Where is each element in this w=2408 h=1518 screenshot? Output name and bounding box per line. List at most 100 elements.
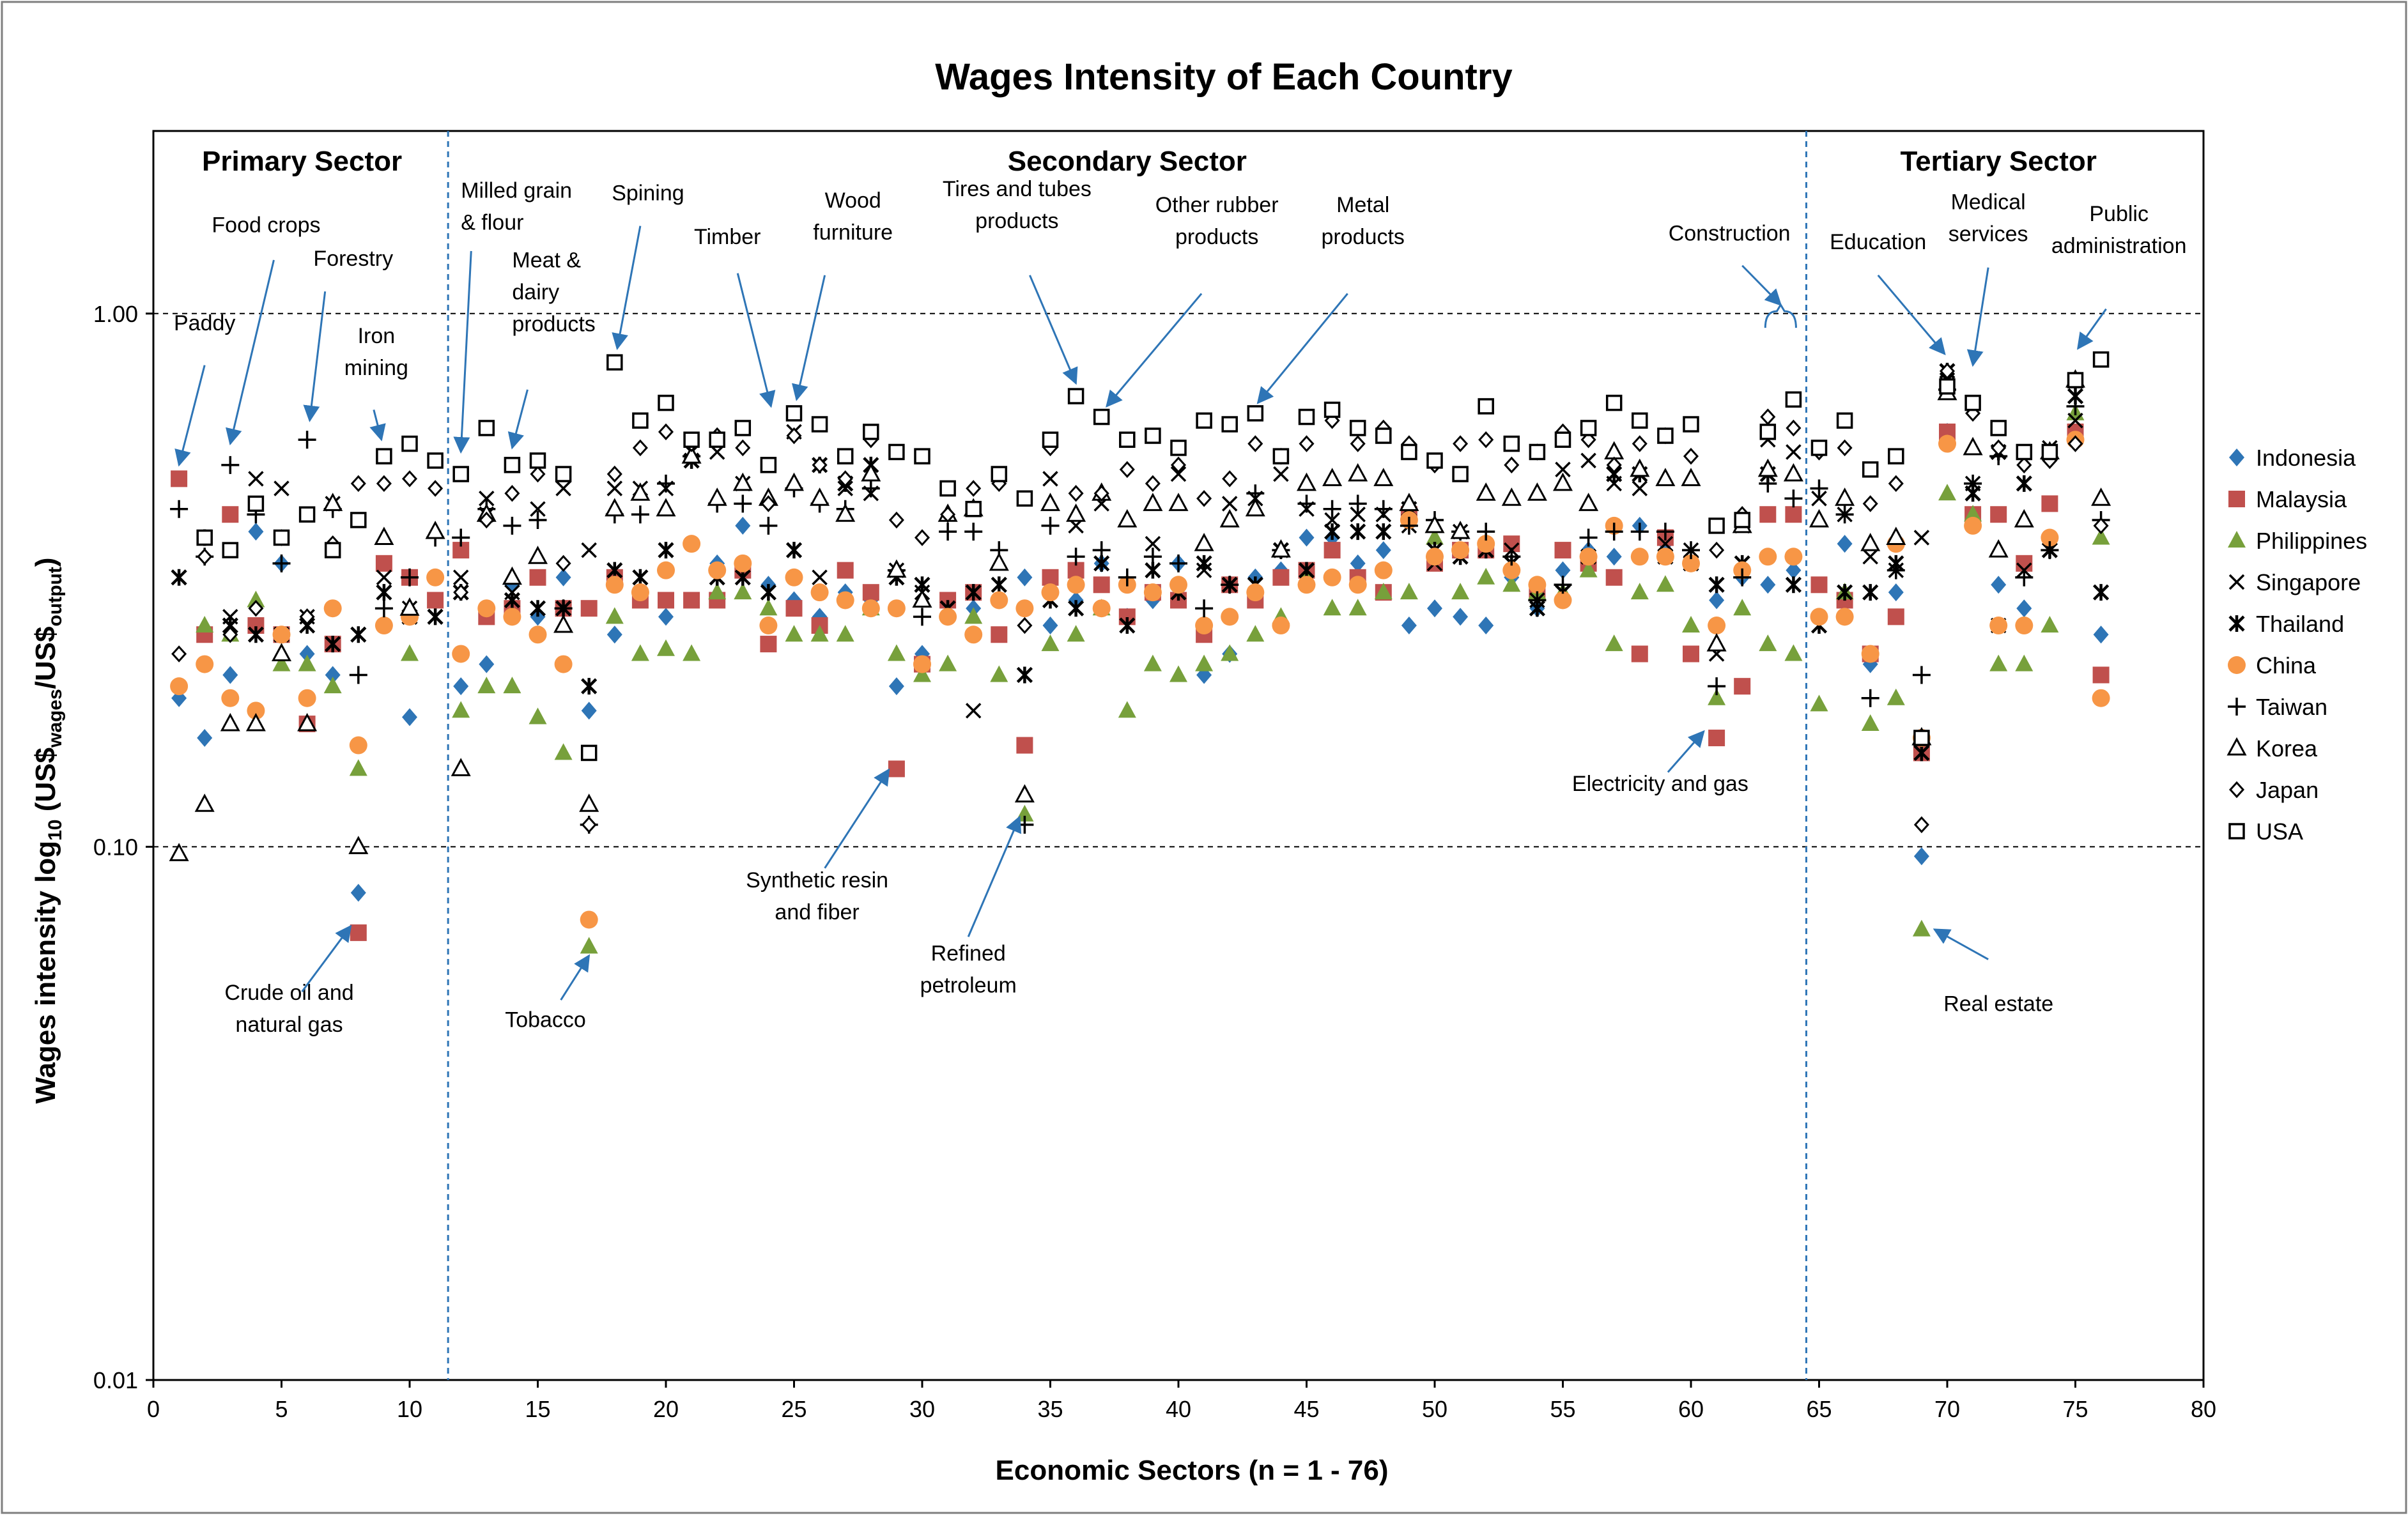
y-axis-title-prefix: Wages intensity log <box>30 841 61 1104</box>
point-taiwan-20 <box>657 474 675 493</box>
point-china-51 <box>1451 541 1470 560</box>
x-tick-label-0: 0 <box>147 1396 160 1422</box>
point-japan-23 <box>735 439 751 457</box>
annotation-arrow-crude-oil-and-natural-gas <box>301 924 352 993</box>
point-usa-35 <box>1042 431 1059 448</box>
point-malaysia-68 <box>1887 608 1904 625</box>
point-korea-76 <box>2091 487 2111 506</box>
point-singapore-26 <box>812 569 828 586</box>
point-korea-27 <box>835 503 856 522</box>
annotation-arrow-paddy <box>174 365 206 467</box>
point-japan-25 <box>786 427 802 445</box>
annotation-timber: Timber <box>694 225 761 249</box>
point-thailand-41 <box>1196 555 1212 572</box>
annotation-line-forestry-1: Forestry <box>313 247 393 271</box>
point-taiwan-6 <box>298 431 316 449</box>
point-philippines-4 <box>247 590 265 608</box>
point-usa-49 <box>1401 443 1417 461</box>
point-singapore-65 <box>1811 490 1827 507</box>
x-tick-label-55: 55 <box>1550 1396 1575 1422</box>
annotation-arrow-food-crops <box>226 259 275 446</box>
point-china-31 <box>939 608 957 626</box>
point-taiwan-41 <box>1195 599 1214 618</box>
annotation-electricity-and-gas: Electricity and gas <box>1572 772 1748 796</box>
point-malaysia-15 <box>529 569 546 586</box>
point-korea-73 <box>2014 509 2034 528</box>
point-usa-75 <box>2067 372 2084 388</box>
point-japan-12 <box>453 583 469 601</box>
point-usa-31 <box>939 480 956 497</box>
point-usa-5 <box>273 529 290 546</box>
point-indonesia-23 <box>735 516 751 535</box>
point-china-60 <box>1682 554 1700 572</box>
point-indonesia-69 <box>1913 847 1929 866</box>
annotation-education: Education <box>1830 230 1926 254</box>
legend-marker-malaysia <box>2228 491 2245 507</box>
point-china-22 <box>708 561 727 579</box>
point-china-65 <box>1810 608 1828 626</box>
point-japan-38 <box>1119 461 1135 479</box>
annotation-line-metal-products-2: products <box>1322 225 1405 249</box>
y-axis-title-suffix: ) <box>30 558 61 567</box>
x-tick-label-35: 35 <box>1037 1396 1063 1422</box>
point-philippines-7 <box>323 677 342 694</box>
point-japan-51 <box>1453 435 1469 452</box>
annotation-metal-products: Metal products <box>1322 193 1405 249</box>
point-philippines-61 <box>1708 688 1726 705</box>
point-philippines-49 <box>1400 583 1418 600</box>
annotation-line-iron-mining-1: Iron <box>358 324 396 348</box>
point-philippines-26 <box>810 625 829 642</box>
point-indonesia-16 <box>555 568 571 586</box>
point-philippines-71 <box>1964 505 1982 522</box>
point-malaysia-27 <box>837 562 854 579</box>
annotation-milled-grain-flour: Milled grain & flour <box>461 178 572 234</box>
point-taiwan-57 <box>1605 523 1623 541</box>
point-china-35 <box>1041 583 1060 602</box>
legend-item-singapore: Singapore <box>2228 569 2361 595</box>
point-japan-9 <box>376 475 392 493</box>
point-korea-42 <box>1219 509 1240 528</box>
point-korea-25 <box>783 472 805 491</box>
point-singapore-44 <box>1273 466 1289 482</box>
point-usa-8 <box>350 512 367 528</box>
point-taiwan-12 <box>452 528 470 547</box>
annotation-line-paddy-1: Paddy <box>174 311 235 335</box>
point-korea-6 <box>297 712 318 732</box>
point-korea-5 <box>271 643 292 661</box>
point-usa-3 <box>222 542 239 558</box>
point-philippines-63 <box>1759 634 1777 652</box>
point-china-18 <box>605 576 624 594</box>
annotation-arrow-forestry <box>303 291 327 422</box>
point-malaysia-46 <box>1324 542 1341 559</box>
point-usa-76 <box>2092 351 2110 368</box>
point-korea-54 <box>1527 482 1547 501</box>
point-japan-32 <box>966 480 982 497</box>
x-tick-label-30: 30 <box>909 1396 935 1422</box>
point-malaysia-33 <box>991 626 1008 643</box>
point-philippines-51 <box>1451 583 1470 600</box>
point-philippines-67 <box>1861 714 1879 732</box>
point-indonesia-3 <box>222 666 238 684</box>
legend-marker-china <box>2228 656 2246 674</box>
point-china-73 <box>2015 617 2034 635</box>
point-korea-64 <box>1783 463 1803 482</box>
point-korea-19 <box>630 482 651 501</box>
point-malaysia-9 <box>375 555 392 572</box>
annotation-paddy: Paddy <box>174 311 235 335</box>
legend-label-indonesia: Indonesia <box>2256 445 2356 471</box>
point-korea-17 <box>579 793 599 812</box>
point-malaysia-55 <box>1554 542 1571 559</box>
point-korea-8 <box>348 836 369 854</box>
point-china-43 <box>1246 583 1265 602</box>
point-korea-67 <box>1860 533 1881 551</box>
annotation-line-tires-and-tubes-products-2: products <box>975 209 1058 233</box>
annotation-line-medical-services-1: Medical <box>1951 190 2026 214</box>
point-usa-6 <box>298 506 316 523</box>
point-korea-68 <box>1886 526 1906 546</box>
annotation-line-milled-grain-flour-1: Milled grain <box>461 178 572 203</box>
point-japan-11 <box>428 480 444 497</box>
point-indonesia-20 <box>658 608 674 626</box>
point-indonesia-49 <box>1401 617 1417 635</box>
point-usa-55 <box>1554 431 1571 448</box>
point-usa-25 <box>785 405 803 422</box>
